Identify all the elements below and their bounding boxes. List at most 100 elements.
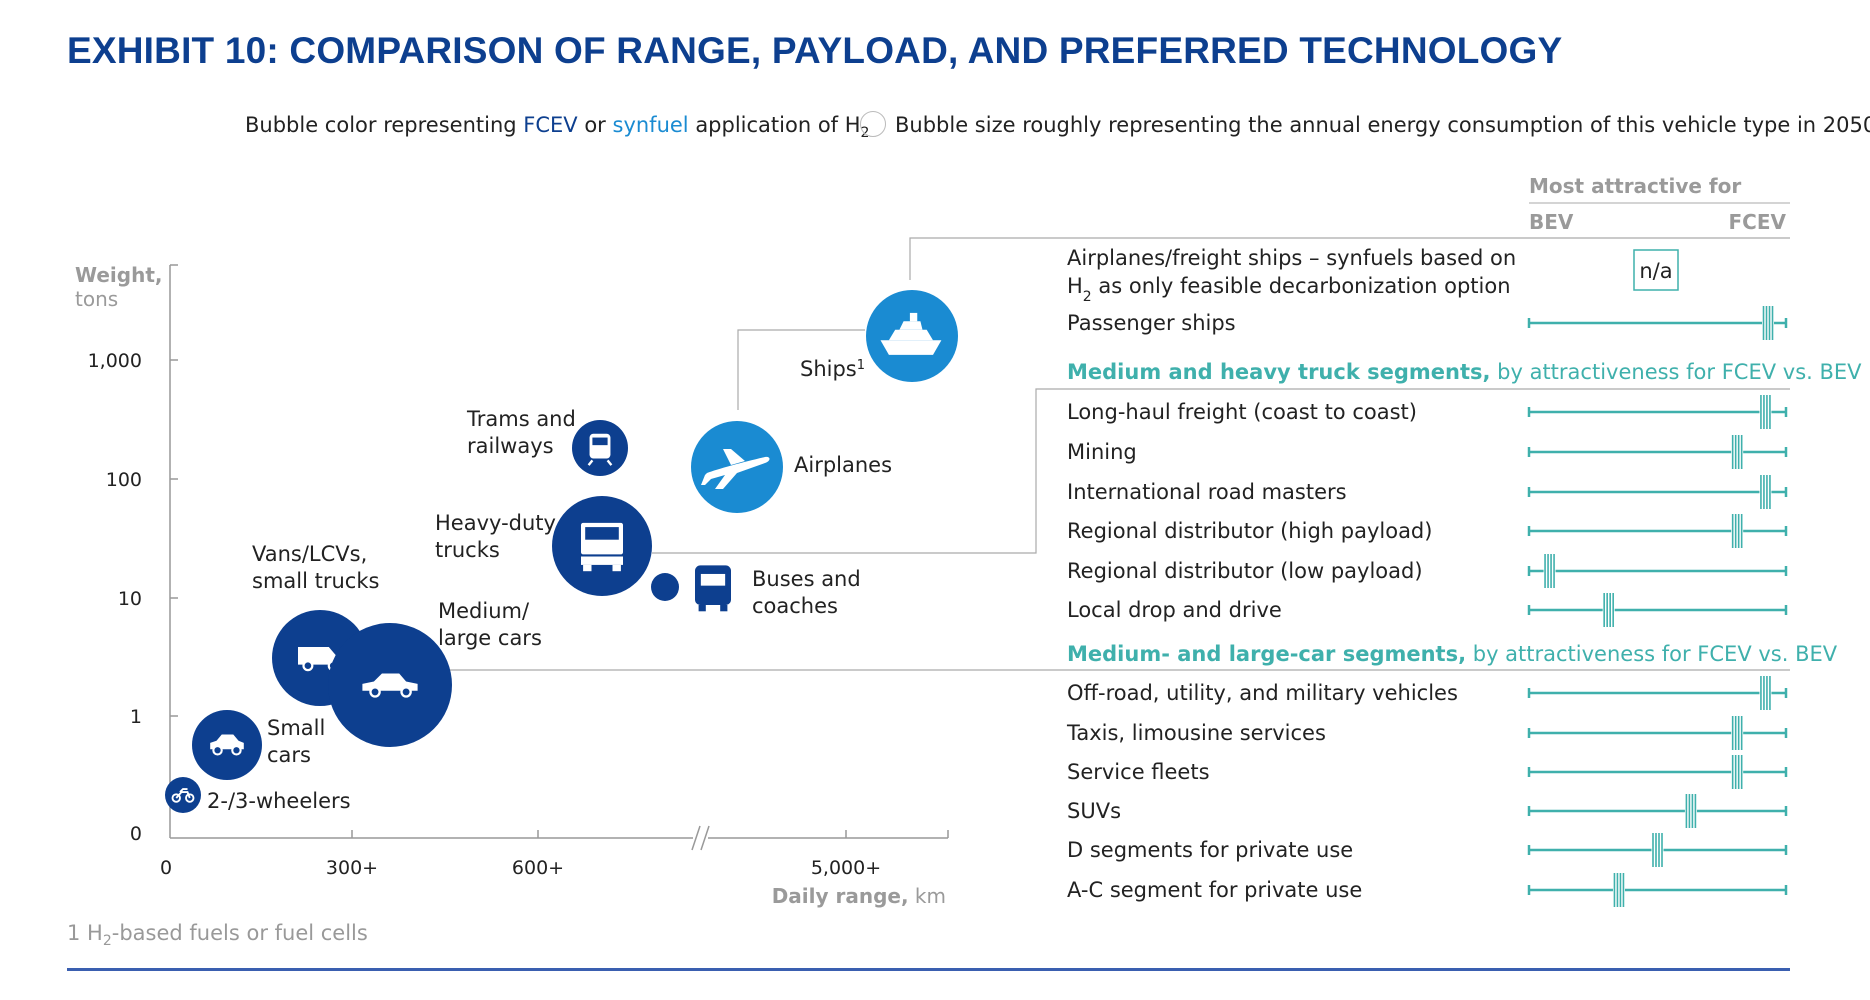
color-legend-or: or [577, 113, 613, 137]
bottom-rule [67, 968, 1790, 971]
small-car-icon [210, 734, 244, 756]
y-axis-unit: tons [75, 287, 118, 311]
axis-break-mark [700, 825, 710, 851]
x-tick-label: 600+ [512, 857, 564, 879]
bubble-label: large cars [438, 626, 542, 650]
footnote-prefix: 1 H [67, 921, 103, 945]
bubble-label: Heavy-duty [435, 511, 556, 535]
truck-icon [581, 522, 623, 572]
segment-row-label: Local drop and drive [1067, 598, 1282, 622]
x-tick-label: 0 [160, 857, 172, 879]
size-legend: Bubble size roughly representing the ann… [895, 113, 1870, 137]
exhibit-title: EXHIBIT 10: COMPARISON OF RANGE, PAYLOAD… [67, 30, 1563, 71]
segment-row-label: Mining [1067, 440, 1137, 464]
color-legend-fcev: FCEV [523, 113, 578, 137]
bubble-label-sup: 1 [857, 358, 865, 373]
bubble-label: railways [467, 434, 554, 458]
segment-row-label: Off-road, utility, and military vehicles [1067, 681, 1458, 705]
bubble-3 [328, 623, 452, 747]
bar-marker-bg [1731, 755, 1744, 789]
attractiveness-bar [1527, 554, 1788, 588]
color-legend-prefix: Bubble color representing [245, 113, 524, 137]
color-legend: Bubble color representing FCEV or synfue… [245, 113, 869, 141]
attractiveness-bar [1527, 435, 1788, 469]
bubble-7 [691, 421, 783, 513]
attractiveness-bar [1527, 395, 1788, 429]
x-axis-title-unit: km [909, 884, 946, 908]
segment-row-label: H2 as only feasible decarbonization opti… [1067, 274, 1511, 305]
bar-marker-bg [1731, 716, 1744, 750]
segment-group-title-bold: Medium- and large-car segments, [1067, 642, 1466, 666]
bar-marker-bg [1612, 873, 1625, 907]
connector-line [652, 388, 1790, 554]
train-icon [587, 433, 613, 466]
bubble-label: 2-/3-wheelers [207, 789, 351, 813]
segment-row-label-rest: as only feasible decarbonization option [1092, 274, 1511, 298]
segment-row-label: SUVs [1067, 799, 1121, 823]
segment-row-label: A-C segment for private use [1067, 878, 1362, 902]
bar-marker-bg [1759, 395, 1772, 429]
bar-marker-bg [1651, 833, 1664, 867]
bubble-0 [165, 777, 201, 813]
attractiveness-bar [1527, 676, 1788, 710]
bubble-label: Small [267, 716, 325, 740]
bar-marker-bg [1762, 306, 1775, 340]
color-legend-synfuel: synfuel [612, 113, 689, 137]
segment-row-label: International road masters [1067, 480, 1347, 504]
y-tick-label: 1,000 [88, 350, 142, 372]
bubble-label: Vans/LCVs, [252, 542, 367, 566]
footnote-suffix: -based fuels or fuel cells [111, 921, 368, 945]
bar-marker-bg [1731, 514, 1744, 548]
attractiveness-bar [1527, 755, 1788, 789]
segment-row-label: Passenger ships [1067, 311, 1236, 335]
segment-group-title: Medium- and large-car segments, by attra… [1067, 642, 1838, 666]
attractiveness-bar [1527, 475, 1788, 509]
bubble-label: Medium/ [438, 599, 530, 623]
y-tick-label: 1 [130, 706, 142, 728]
attractiveness-bar [1527, 514, 1788, 548]
segment-row-label: Taxis, limousine services [1066, 721, 1326, 745]
bubble-label: Airplanes [794, 453, 892, 477]
bubble-circle [165, 777, 201, 813]
y-axis-title: Weight, [75, 263, 162, 287]
bubble-5 [572, 420, 628, 476]
bar-marker-bg [1731, 435, 1744, 469]
segment-row-label: Service fleets [1067, 760, 1210, 784]
bar-marker-bg [1602, 593, 1615, 627]
attractiveness-left-label: BEV [1529, 210, 1574, 234]
bar-marker-bg [1759, 676, 1772, 710]
bubble-label: trucks [435, 538, 500, 562]
footnote: 1 H2-based fuels or fuel cells [67, 921, 368, 949]
connector-line [737, 329, 865, 410]
attractiveness-header: Most attractive for [1529, 174, 1741, 198]
bubble-8 [866, 290, 958, 382]
connector-line [909, 237, 1790, 280]
size-legend-circle-icon [860, 111, 886, 137]
segment-group-title-rest: by attractiveness for FCEV vs. BEV [1466, 642, 1838, 666]
attractiveness-bar [1527, 593, 1788, 627]
bubble-1 [192, 710, 262, 780]
bubble-label: Ships1 [800, 357, 865, 381]
bar-marker-bg [1684, 794, 1697, 828]
segment-group-title-rest: by attractiveness for FCEV vs. BEV [1490, 360, 1862, 384]
segment-row-label: Regional distributor (high payload) [1067, 519, 1432, 543]
bar-marker-bg [1759, 475, 1772, 509]
bubble-label: cars [267, 743, 311, 767]
x-tick-label: 300+ [326, 857, 378, 879]
sedan-icon [362, 673, 418, 698]
y-tick-label: 0 [130, 823, 142, 845]
bubble-label: coaches [752, 594, 838, 618]
segment-row-label: Airplanes/freight ships – synfuels based… [1067, 246, 1516, 270]
bubble-label: small trucks [252, 569, 379, 593]
ship-icon [880, 312, 942, 355]
bubble-circle [651, 573, 679, 601]
attractiveness-bar [1527, 833, 1788, 867]
attractiveness-bar [1527, 794, 1788, 828]
segment-row-label: Long-haul freight (coast to coast) [1067, 400, 1417, 424]
attractiveness-bar [1527, 873, 1788, 907]
na-box [1633, 249, 1679, 291]
attractiveness-bar [1527, 716, 1788, 750]
segment-row-label-h: H [1067, 274, 1083, 298]
attractiveness-right-label: FCEV [1729, 210, 1787, 234]
bubble-6 [651, 565, 731, 612]
